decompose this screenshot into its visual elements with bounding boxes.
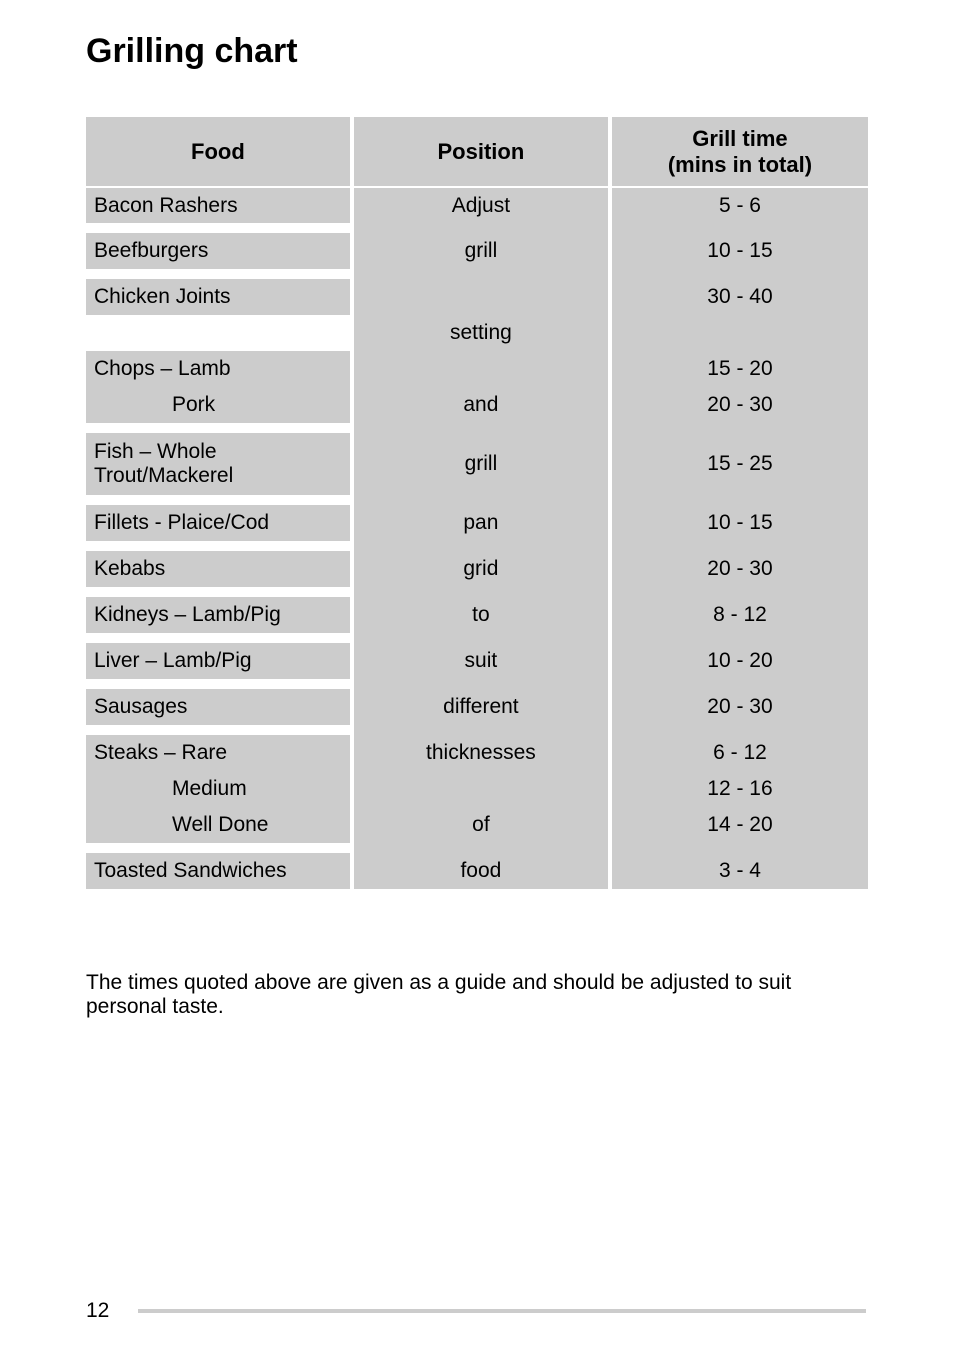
- cell-time: 20 - 30: [610, 551, 868, 587]
- cell-time: 14 - 20: [610, 807, 868, 843]
- cell-food: Fish – WholeTrout/Mackerel: [86, 433, 352, 495]
- cell-time: [610, 315, 868, 351]
- table-spacer-row: [86, 269, 868, 279]
- table-row: Medium 12 - 16: [86, 771, 868, 807]
- cell-food: Kidneys – Lamb/Pig: [86, 597, 352, 633]
- cell-position: [352, 279, 610, 315]
- cell-position: grill: [352, 233, 610, 269]
- cell-food: Fillets - Plaice/Cod: [86, 505, 352, 541]
- table-row: Liver – Lamb/Pigsuit10 - 20: [86, 643, 868, 679]
- table-spacer-row: [86, 633, 868, 643]
- cell-position: Adjust: [352, 187, 610, 223]
- cell-time: 10 - 15: [610, 505, 868, 541]
- table-row: Fish – WholeTrout/Mackerelgrill15 - 25: [86, 433, 868, 495]
- footnote: The times quoted above are given as a gu…: [86, 971, 868, 1019]
- cell-position: different: [352, 689, 610, 725]
- grilling-table: Food Position Grill time(mins in total) …: [86, 117, 868, 889]
- page: Grilling chart Food Position Grill time(…: [0, 0, 954, 1351]
- cell-time: 8 - 12: [610, 597, 868, 633]
- cell-food: Medium: [86, 771, 352, 807]
- page-number: 12: [86, 1299, 109, 1323]
- grilling-table-body: Food Position Grill time(mins in total) …: [86, 117, 868, 889]
- table-row: Kebabsgrid20 - 30: [86, 551, 868, 587]
- table-spacer-row: [86, 587, 868, 597]
- cell-food: Steaks – Rare: [86, 735, 352, 771]
- cell-time: 12 - 16: [610, 771, 868, 807]
- footer-line: [138, 1309, 866, 1313]
- page-title: Grilling chart: [86, 32, 868, 71]
- cell-position: setting: [352, 315, 610, 351]
- cell-food: Beefburgers: [86, 233, 352, 269]
- header-food: Food: [86, 117, 352, 187]
- cell-time: 3 - 4: [610, 853, 868, 889]
- cell-food: Kebabs: [86, 551, 352, 587]
- table-row: Fillets - Plaice/Codpan10 - 15: [86, 505, 868, 541]
- cell-food: Toasted Sandwiches: [86, 853, 352, 889]
- cell-time: 10 - 20: [610, 643, 868, 679]
- cell-time: 20 - 30: [610, 387, 868, 423]
- cell-position: grill: [352, 433, 610, 495]
- cell-time: 30 - 40: [610, 279, 868, 315]
- cell-time: 5 - 6: [610, 187, 868, 223]
- cell-time: 15 - 25: [610, 433, 868, 495]
- cell-food: Chicken Joints: [86, 279, 352, 315]
- cell-food: Pork: [86, 387, 352, 423]
- cell-food: Liver – Lamb/Pig: [86, 643, 352, 679]
- cell-food: Well Done: [86, 807, 352, 843]
- table-row: Well Doneof14 - 20: [86, 807, 868, 843]
- table-spacer-row: [86, 223, 868, 233]
- header-position: Position: [352, 117, 610, 187]
- cell-time: 20 - 30: [610, 689, 868, 725]
- cell-position: and: [352, 387, 610, 423]
- footer: 12: [86, 1299, 868, 1323]
- table-spacer-row: [86, 843, 868, 853]
- cell-position: grid: [352, 551, 610, 587]
- table-row: Toasted Sandwichesfood3 - 4: [86, 853, 868, 889]
- cell-food: Sausages: [86, 689, 352, 725]
- table-row: Bacon RashersAdjust5 - 6: [86, 187, 868, 223]
- table-row: Chops – Lamb 15 - 20: [86, 351, 868, 387]
- table-spacer-row: [86, 679, 868, 689]
- table-row: Porkand20 - 30: [86, 387, 868, 423]
- header-time: Grill time(mins in total): [610, 117, 868, 187]
- cell-position: food: [352, 853, 610, 889]
- table-row: Chicken Joints 30 - 40: [86, 279, 868, 315]
- table-row: Sausagesdifferent20 - 30: [86, 689, 868, 725]
- table-row: Beefburgersgrill10 - 15: [86, 233, 868, 269]
- cell-position: thicknesses: [352, 735, 610, 771]
- cell-position: [352, 771, 610, 807]
- table-spacer-row: [86, 423, 868, 433]
- table-spacer-row: [86, 725, 868, 735]
- table-row: setting: [86, 315, 868, 351]
- table-spacer-row: [86, 495, 868, 505]
- table-spacer-row: [86, 541, 868, 551]
- table-row: Kidneys – Lamb/Pigto8 - 12: [86, 597, 868, 633]
- cell-food: Chops – Lamb: [86, 351, 352, 387]
- cell-food: [86, 315, 352, 351]
- cell-position: pan: [352, 505, 610, 541]
- table-header-row: Food Position Grill time(mins in total): [86, 117, 868, 187]
- table-row: Steaks – Rarethicknesses6 - 12: [86, 735, 868, 771]
- cell-time: 15 - 20: [610, 351, 868, 387]
- cell-position: of: [352, 807, 610, 843]
- cell-position: to: [352, 597, 610, 633]
- cell-food: Bacon Rashers: [86, 187, 352, 223]
- cell-time: 6 - 12: [610, 735, 868, 771]
- cell-position: [352, 351, 610, 387]
- cell-position: suit: [352, 643, 610, 679]
- cell-time: 10 - 15: [610, 233, 868, 269]
